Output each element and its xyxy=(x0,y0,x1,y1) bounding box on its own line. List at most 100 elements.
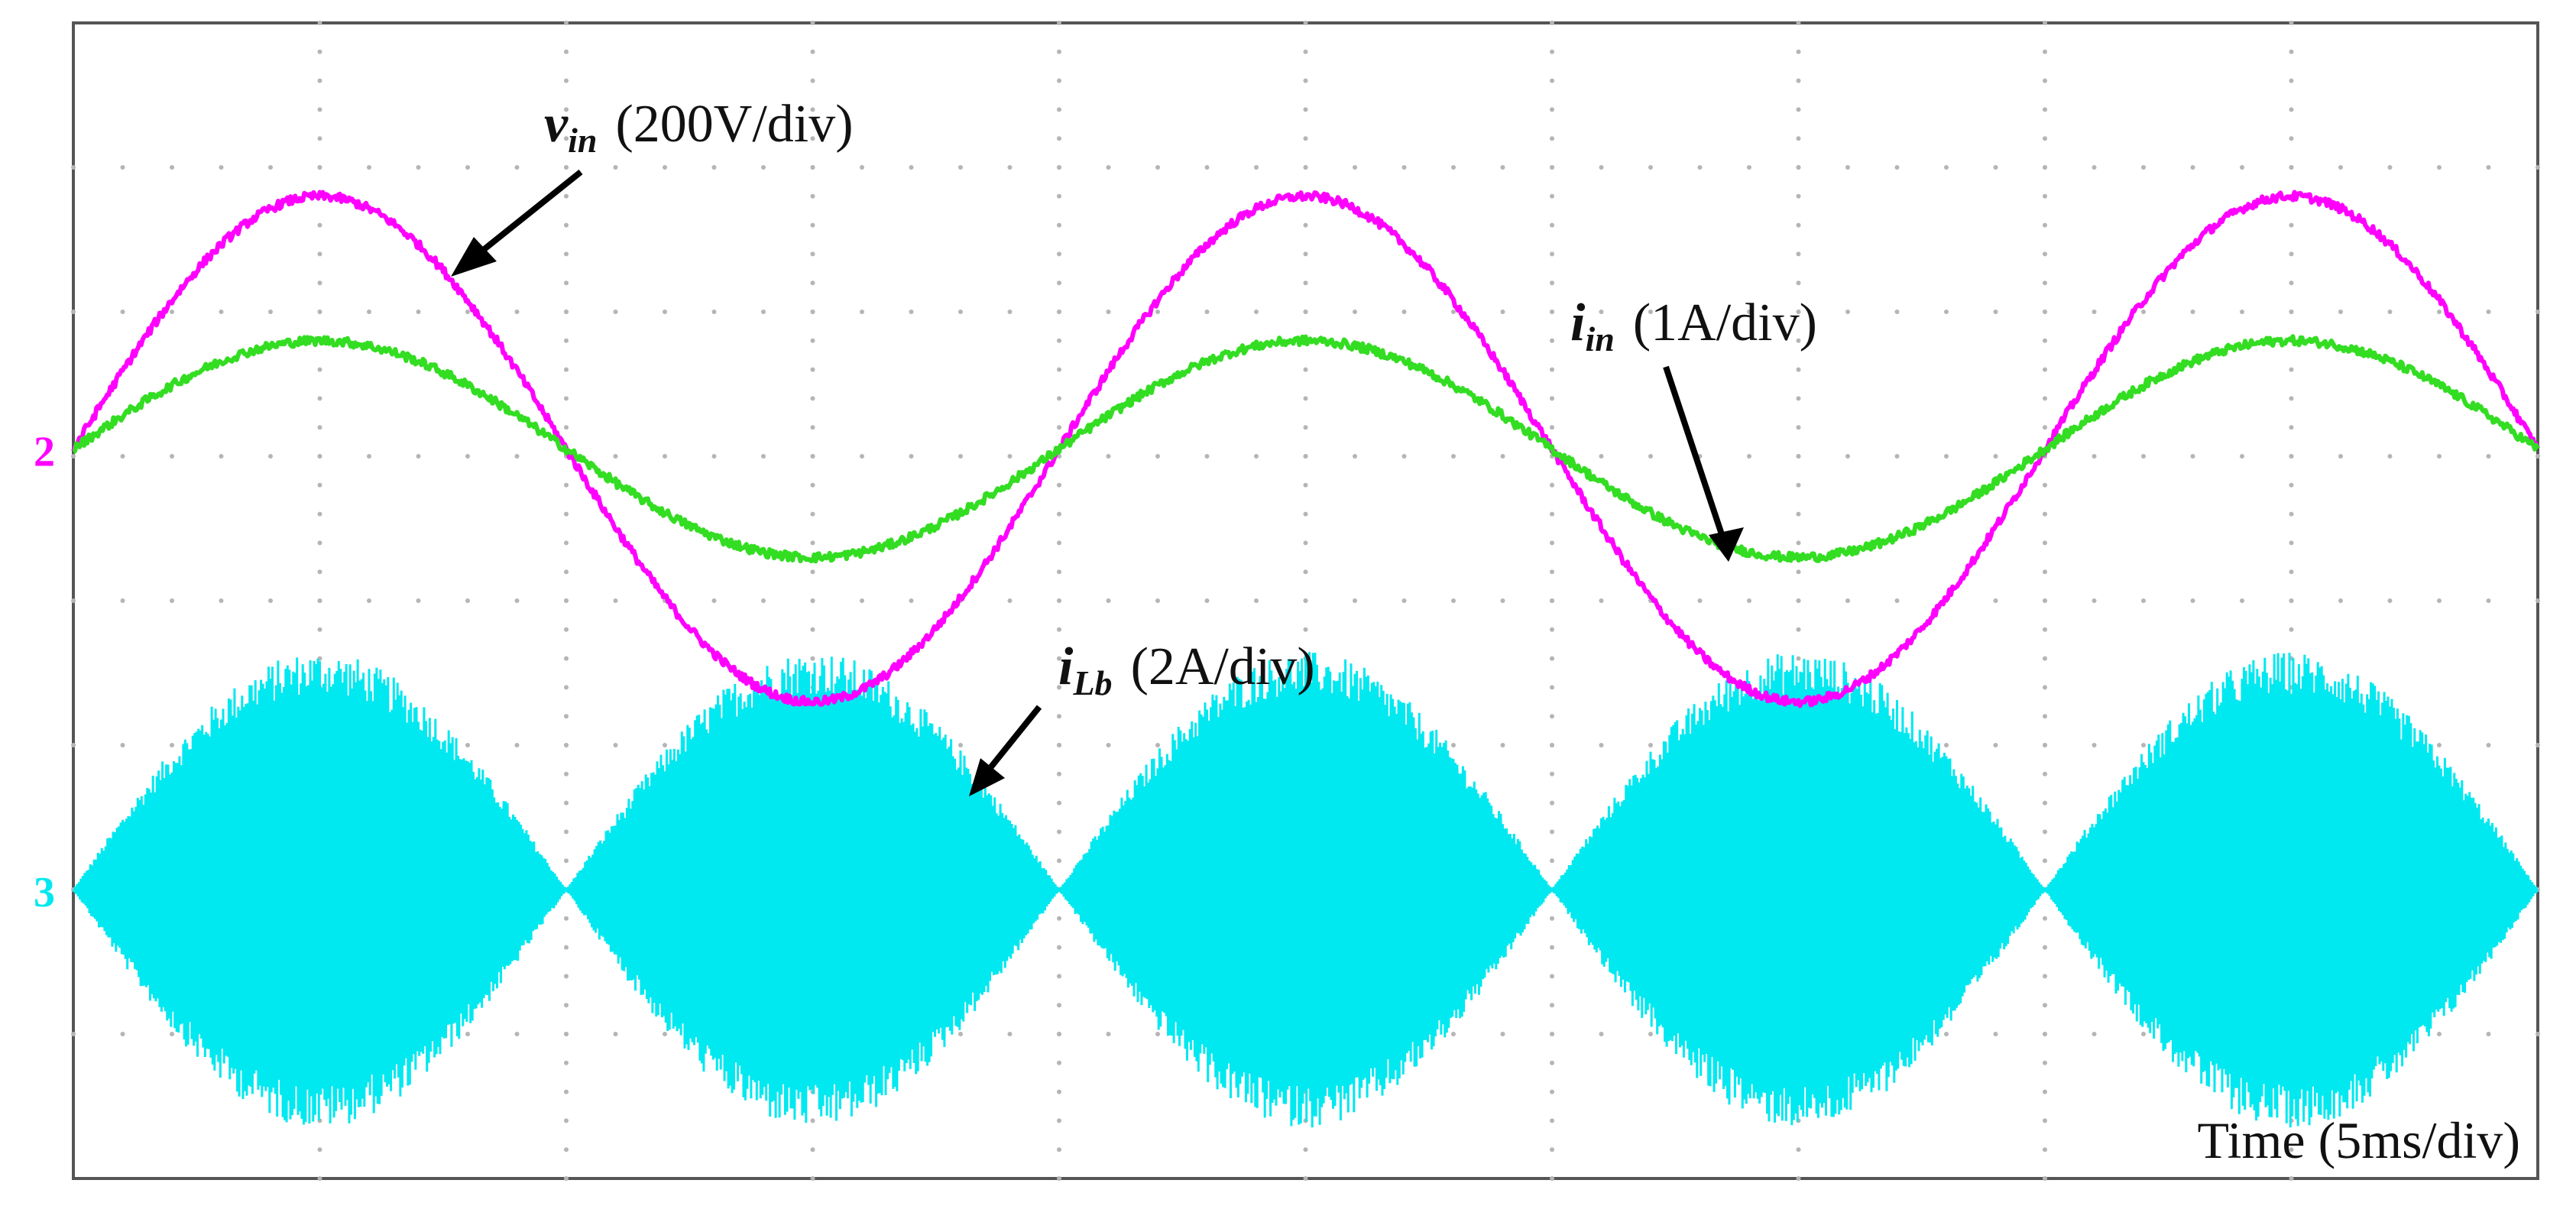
grid-dot xyxy=(1500,310,1505,314)
grid-dot xyxy=(120,1032,125,1036)
x-axis-label: Time (5ms/div) xyxy=(2197,1111,2520,1169)
grid-dot xyxy=(1303,540,1308,546)
grid-dot xyxy=(2043,800,2047,806)
grid-dot xyxy=(810,310,815,314)
grid-dot xyxy=(1796,49,1801,54)
grid-dot xyxy=(317,367,322,372)
grid-dot xyxy=(564,482,569,488)
grid-dot xyxy=(2043,858,2047,864)
grid-dot xyxy=(317,1176,322,1181)
grid-dot xyxy=(1796,656,1801,661)
grid-dot xyxy=(1599,165,1604,170)
grid-dot xyxy=(1894,598,1900,603)
grid-dot xyxy=(1796,21,1801,25)
grid-dot xyxy=(2043,627,2047,632)
grid-dot xyxy=(958,310,963,314)
grid-dot xyxy=(1550,743,1554,747)
grid-dot xyxy=(1303,107,1308,112)
grid-dot xyxy=(2289,482,2294,488)
grid-dot xyxy=(120,598,125,603)
grid-dot xyxy=(1550,482,1554,488)
grid-dot xyxy=(1796,310,1801,314)
grid-dot xyxy=(1451,454,1456,459)
grid-dot xyxy=(2043,482,2047,488)
grid-dot xyxy=(564,771,569,776)
grid-dot xyxy=(2043,338,2047,343)
grid-dot xyxy=(613,165,618,170)
grid-dot xyxy=(1155,165,1160,170)
grid-dot xyxy=(2289,107,2294,112)
grid-dot xyxy=(1796,165,1801,170)
grid-dot xyxy=(219,598,224,603)
grid-dot xyxy=(810,511,815,517)
grid-dot xyxy=(2535,743,2540,747)
grid-dot xyxy=(2387,310,2393,314)
grid-dot xyxy=(810,222,815,228)
grid-dot xyxy=(1057,78,1061,83)
grid-dot xyxy=(958,743,963,747)
grid-dot xyxy=(2043,78,2047,83)
grid-dot xyxy=(1057,714,1061,719)
vin-label: vin (200V/div) xyxy=(544,95,854,160)
grid-dot xyxy=(1106,1032,1111,1036)
grid-dot xyxy=(2289,511,2294,517)
grid-dot xyxy=(564,49,569,54)
grid-dot xyxy=(2535,454,2540,459)
grid-dot xyxy=(1106,310,1111,314)
grid-dot xyxy=(2535,598,2540,603)
grid-dot xyxy=(1155,454,1160,459)
grid-dot xyxy=(1057,338,1061,343)
grid-dot xyxy=(958,1032,963,1036)
grid-dot xyxy=(1550,1060,1554,1065)
grid-dot xyxy=(367,454,371,459)
grid-dot xyxy=(1796,78,1801,83)
grid-dot xyxy=(1944,454,1949,459)
grid-dot xyxy=(1057,569,1061,575)
grid-dot xyxy=(1796,482,1801,488)
grid-dot xyxy=(810,251,815,257)
grid-dot xyxy=(2141,743,2146,747)
grid-dot xyxy=(810,1118,815,1123)
grid-dot xyxy=(2043,136,2047,141)
grid-dot xyxy=(1550,540,1554,546)
grid-dot xyxy=(761,165,766,170)
grid-dot xyxy=(860,165,864,170)
grid-dot xyxy=(1648,1032,1653,1036)
grid-dot xyxy=(1057,49,1061,54)
grid-dot xyxy=(1747,598,1751,603)
grid-dot xyxy=(1550,1176,1554,1181)
ilb-label-sub: Lb xyxy=(1072,663,1112,702)
grid-dot xyxy=(1796,367,1801,372)
grid-dot xyxy=(1550,107,1554,112)
grid-dot xyxy=(1106,454,1111,459)
grid-dot xyxy=(1550,367,1554,372)
grid-dot xyxy=(1401,598,1407,603)
grid-dot xyxy=(2043,165,2047,170)
grid-dot xyxy=(564,916,569,921)
grid-dot xyxy=(564,685,569,690)
grid-dot xyxy=(1550,396,1554,401)
grid-dot xyxy=(1057,916,1061,921)
grid-dot xyxy=(2043,569,2047,575)
grid-dot xyxy=(1057,743,1061,747)
grid-dot xyxy=(564,598,569,603)
grid-dot xyxy=(2289,425,2294,430)
grid-dot xyxy=(1057,222,1061,228)
grid-dot xyxy=(2486,310,2491,314)
grid-dot xyxy=(465,310,470,314)
grid-dot xyxy=(1057,1176,1061,1181)
vin-arrowhead xyxy=(451,237,497,277)
grid-dot xyxy=(2338,598,2343,603)
grid-dot xyxy=(2289,49,2294,54)
grid-dot xyxy=(317,396,322,401)
grid-dot xyxy=(317,1147,322,1153)
grid-dot xyxy=(1353,454,1357,459)
grid-dot xyxy=(514,165,520,170)
grid-dot xyxy=(1796,1147,1801,1153)
grid-dot xyxy=(317,511,322,517)
grid-dot xyxy=(1894,454,1900,459)
grid-dot xyxy=(2289,136,2294,141)
grid-dot xyxy=(810,454,815,459)
vin-arrow xyxy=(464,169,583,267)
grid-dot xyxy=(810,1147,815,1153)
